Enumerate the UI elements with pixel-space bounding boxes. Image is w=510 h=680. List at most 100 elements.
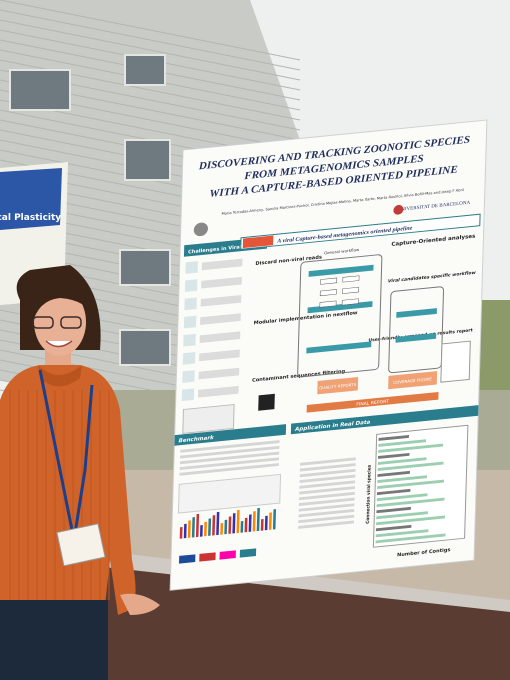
sponsor-logo: [199, 552, 216, 562]
text-block: [199, 331, 241, 344]
workflow-frame: [297, 254, 383, 378]
chart-bar: [220, 522, 224, 535]
workflow-step: [308, 264, 374, 277]
report-thumb: [440, 340, 471, 383]
badge: [56, 523, 106, 567]
text-line: [180, 445, 280, 459]
window-rail: [95, 560, 510, 680]
chart-bar: [204, 521, 207, 537]
chart-bar: [248, 514, 252, 532]
text-line: [298, 520, 354, 529]
report-label: COVERAGE FIGURE: [393, 376, 432, 385]
poster: DISCOVERING AND TRACKING ZOONOTIC SPECIE…: [169, 119, 488, 591]
icon: [182, 352, 196, 365]
smile: [45, 340, 73, 348]
hand: [120, 593, 160, 615]
icon: [181, 388, 195, 402]
text-line: [300, 457, 356, 466]
heatmap-row: [377, 475, 428, 484]
glasses: [32, 316, 54, 329]
figure: [182, 403, 235, 434]
chart-bar: [179, 526, 183, 539]
heatmap-row: [376, 515, 446, 526]
heatmap-row: [376, 497, 445, 508]
section-header: [174, 424, 287, 446]
icon: [184, 279, 198, 292]
workflow-node: [342, 286, 360, 294]
workflow-node: [320, 277, 338, 285]
siding: [0, 0, 301, 61]
workflow-frame: [388, 286, 445, 374]
sweater: [0, 365, 136, 615]
heatmap-row: [377, 452, 410, 459]
chart-bar: [228, 516, 232, 534]
workflow-node: [342, 275, 360, 283]
axis-title: Number of Contigs: [397, 547, 451, 558]
heatmap-row: [377, 470, 410, 477]
icon: [182, 370, 195, 383]
siding: [0, 9, 301, 71]
text-block: [200, 313, 241, 325]
workflow-step: [396, 308, 437, 318]
heatmap-row: [378, 434, 410, 441]
chart-bar: [195, 513, 200, 538]
logo: [393, 205, 404, 215]
heatmap-row: [378, 443, 444, 453]
workflow-node: [319, 300, 337, 308]
workflow-node: [319, 289, 337, 297]
heatmap-row: [376, 506, 411, 514]
icon: [183, 333, 196, 347]
text-line: [299, 474, 356, 483]
pants: [0, 600, 108, 680]
text-block: [198, 367, 240, 380]
banner: [240, 213, 481, 250]
workflow-node: [341, 298, 359, 306]
chart-bar: [256, 507, 260, 532]
text-line: [299, 468, 356, 478]
sponsor-logo: [219, 550, 236, 560]
workflow-step: [395, 333, 437, 343]
heatmap-row: [377, 461, 444, 471]
heatmap-row: [376, 511, 428, 520]
heatmap-row: [375, 533, 446, 544]
icon: [184, 297, 197, 311]
text-line: [298, 509, 355, 518]
text-line: [299, 463, 356, 472]
chart-bar: [216, 511, 220, 536]
section-header: [290, 405, 479, 435]
text-block: [201, 258, 243, 271]
icon: [183, 315, 197, 329]
hair-front: [26, 282, 95, 325]
window: [124, 54, 166, 86]
chart-bar: [191, 517, 195, 538]
heatmap-row: [375, 529, 429, 538]
heatmap-row: [377, 479, 445, 490]
label: General workflow: [324, 247, 360, 255]
chart-frame: [177, 473, 282, 514]
chart-bar: [272, 509, 277, 530]
text-line: [298, 497, 355, 506]
chart-bar: [224, 519, 228, 535]
chart-bar: [252, 511, 256, 532]
text-line: [299, 480, 356, 489]
chart-bar: [244, 517, 248, 533]
text-line: [298, 503, 355, 512]
heatmap-row: [378, 439, 427, 447]
heatmap-row: [376, 493, 428, 502]
chart-bar: [208, 518, 212, 536]
chart-bar: [236, 509, 240, 534]
side-poster-header: [0, 168, 62, 230]
side-poster-title: Ecological Plasticity: [0, 213, 61, 223]
window: [124, 139, 171, 181]
sweater-collar: [38, 365, 82, 387]
text-line: [179, 457, 280, 470]
chart-bar: [183, 523, 187, 539]
icon: [185, 261, 198, 274]
axis-title: Connection viral species: [365, 464, 373, 524]
report-label: FINAL REPORT: [356, 399, 389, 408]
sponsor-logo: [239, 548, 257, 558]
text-block: [197, 385, 239, 398]
workflow-step: [307, 301, 373, 314]
chart-bar: [199, 524, 203, 537]
